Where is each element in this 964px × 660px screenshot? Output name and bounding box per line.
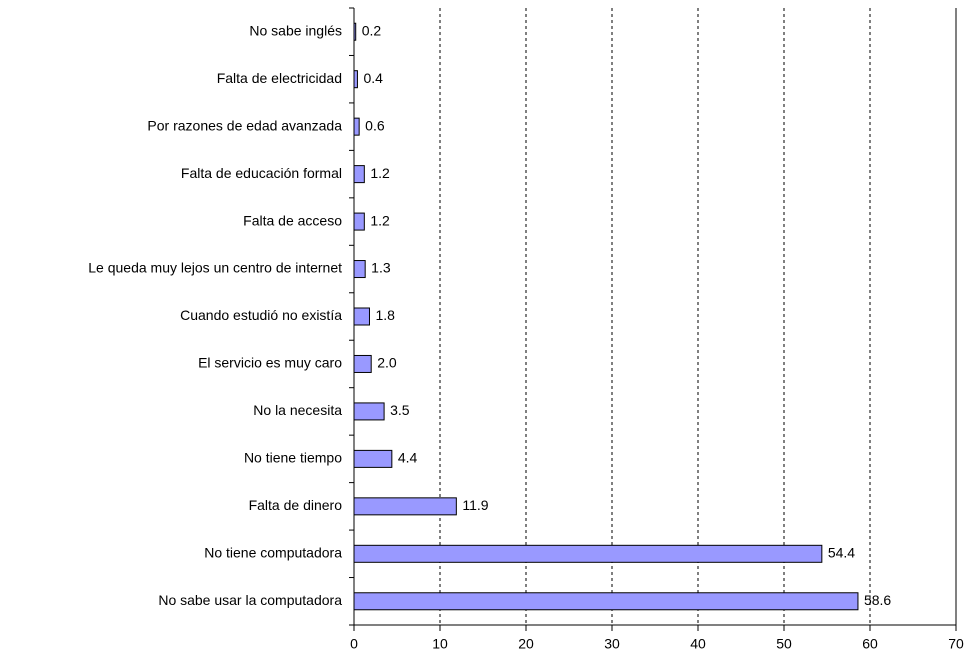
y-tick-label: El servicio es muy caro (198, 355, 342, 371)
bar (353, 544, 823, 563)
bar (353, 402, 385, 421)
y-tick-label: No la necesita (253, 402, 342, 418)
bar (353, 497, 457, 516)
x-tick-label: 30 (604, 636, 620, 652)
x-tick-label: 70 (948, 636, 964, 652)
value-label: 0.6 (365, 117, 385, 133)
y-tick-label: Le queda muy lejos un centro de internet (88, 260, 342, 276)
value-label: 4.4 (398, 450, 418, 466)
y-tick-label: Falta de acceso (243, 212, 342, 228)
bar (353, 22, 357, 41)
x-tick-label: 10 (432, 636, 448, 652)
y-tick-label: Cuando estudió no existía (180, 307, 342, 323)
y-tick-label: Falta de electricidad (217, 70, 342, 86)
value-label: 1.2 (370, 165, 390, 181)
bar (353, 592, 859, 611)
value-label: 11.9 (462, 497, 488, 513)
bar (353, 354, 372, 373)
value-label: 54.4 (828, 545, 855, 561)
bar (353, 307, 370, 326)
value-label: 1.3 (371, 260, 391, 276)
bar (353, 449, 393, 468)
x-tick-label: 40 (690, 636, 706, 652)
value-label: 2.0 (377, 355, 397, 371)
value-label: 0.4 (363, 70, 383, 86)
x-tick-label: 50 (776, 636, 792, 652)
value-label: 3.5 (390, 402, 410, 418)
x-tick-label: 20 (518, 636, 534, 652)
y-tick-label: No sabe usar la computadora (158, 592, 342, 608)
value-label: 0.2 (362, 22, 382, 38)
x-tick-label: 60 (862, 636, 878, 652)
x-tick-label: 0 (350, 636, 358, 652)
bar (353, 212, 365, 231)
y-tick-label: Falta de dinero (249, 497, 343, 513)
bar (353, 165, 365, 184)
value-label: 1.8 (375, 307, 395, 323)
bar (353, 260, 366, 279)
value-label: 58.6 (864, 592, 891, 608)
y-tick-label: No tiene tiempo (244, 450, 342, 466)
value-label: 1.2 (370, 212, 390, 228)
y-tick-label: Falta de educación formal (181, 165, 342, 181)
y-tick-label: No tiene computadora (204, 545, 342, 561)
bar (353, 117, 360, 136)
y-tick-label: No sabe inglés (249, 22, 342, 38)
y-tick-label: Por razones de edad avanzada (147, 117, 342, 133)
bar (353, 70, 358, 89)
